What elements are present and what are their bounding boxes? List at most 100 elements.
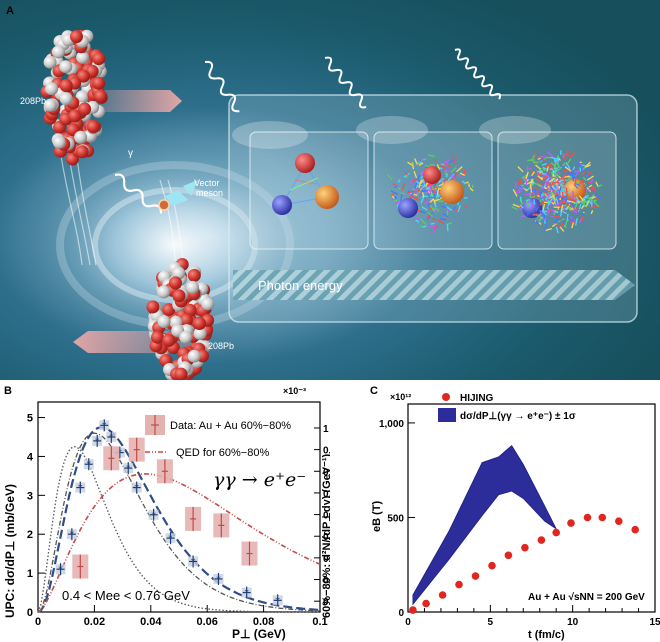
panel-b-ticks: 0 0.02 0.04 0.06 0.08 0.1 0 1 2 3 4 5 0.2 0.3 0.4 0.5 0.… xyxy=(27,413,330,628)
process-label: γγ → e⁺e⁻ xyxy=(213,469,306,491)
ytick-right-label: 1 xyxy=(323,424,329,435)
upc-data-point: * xyxy=(118,448,123,460)
xtick-label: 0 xyxy=(35,616,41,628)
panel-c-dots xyxy=(409,513,639,614)
xtick-label: 0.04 xyxy=(140,616,162,628)
hijing-point xyxy=(598,513,607,522)
photon-wave-low xyxy=(204,60,240,113)
upc-data-point: * xyxy=(102,420,107,432)
upc-data-point: * xyxy=(191,556,196,568)
upc-data-point: * xyxy=(276,595,281,607)
xtick-label: 0.06 xyxy=(196,616,217,628)
vector-meson-label-2: meson xyxy=(196,188,223,198)
ytick-right-label: 0.3 xyxy=(323,576,330,587)
upc-data-point: * xyxy=(151,510,156,522)
hijing-point xyxy=(631,525,639,534)
qed-curve xyxy=(37,473,321,613)
legend-hijing-label: HIJING xyxy=(460,393,494,404)
panel-c-xlabel: t (fm/c) xyxy=(528,629,565,641)
ytick-right-label: 0.2 xyxy=(323,597,330,608)
plot-frame-c xyxy=(407,403,656,613)
hijing-point xyxy=(504,551,513,560)
ytick-right-label: 0.9 xyxy=(323,446,330,457)
photon-wave-high xyxy=(454,48,502,100)
energy-box-low xyxy=(249,131,369,250)
photon-wave-mid xyxy=(324,56,367,109)
upc-data-point: * xyxy=(245,588,250,600)
legend-data-label: Data: Au + Au 60%−80% xyxy=(170,420,291,432)
c-xtick-label: 10 xyxy=(567,617,579,628)
hijing-point xyxy=(488,561,496,570)
nucleus-arrow-right xyxy=(95,90,182,112)
hijing-point xyxy=(615,517,623,525)
panel-a-illustration: A 208Pb 208Pb γ Vector meson xyxy=(0,0,660,380)
photon-energy-arrow xyxy=(233,270,635,300)
quark-cluster-low xyxy=(272,153,339,215)
c-xtick-label: 5 xyxy=(488,617,494,628)
panel-b-points: **************** xyxy=(55,419,283,607)
hijing-point xyxy=(438,591,447,599)
hijing-point xyxy=(583,513,592,522)
collision-label: Au + Au √sNN = 200 GeV xyxy=(528,592,645,603)
legend-band-marker xyxy=(438,408,456,422)
legend-band-label: dσ/dP⊥(γγ → e⁺e⁻) ± 1σ xyxy=(460,411,576,422)
ytick-right-label: 0.8 xyxy=(323,467,330,478)
panel-c-ylabel: eB (T) xyxy=(371,501,383,533)
upc-data-point: * xyxy=(126,463,131,475)
panel-b-ylabel-left: UPC: dσ/dP⊥ (mb/GeV) xyxy=(3,484,17,618)
ytick-right-label: 0.7 xyxy=(323,489,330,500)
pb-label-top: 208Pb xyxy=(20,96,46,106)
quark-cluster-mid xyxy=(386,153,474,233)
ytick-right-label: 0.4 xyxy=(323,554,330,565)
vector-meson xyxy=(158,199,170,211)
upc-data-point: * xyxy=(168,533,173,545)
panel-a-label: A xyxy=(6,5,14,17)
nucleus-streaks xyxy=(59,149,184,266)
legend-hijing-marker xyxy=(442,393,450,401)
ytick-left-label: 4 xyxy=(27,451,34,463)
upc-data-point: * xyxy=(216,574,221,586)
hijing-point xyxy=(455,580,463,589)
c-xtick-label: 0 xyxy=(405,617,411,628)
mass-range-label: 0.4 < Mee < 0.76 GeV xyxy=(62,588,190,603)
upc-fit-dotted xyxy=(37,446,320,613)
panel-c-band xyxy=(412,444,558,606)
upc-data-point: * xyxy=(58,564,63,576)
ytick-left-label: 5 xyxy=(27,413,33,425)
panel-b-xlabel: P⊥ (GeV) xyxy=(232,627,286,641)
plot-frame-b xyxy=(37,401,321,613)
upc-data-point: * xyxy=(78,483,83,495)
quark-cluster-high xyxy=(511,149,603,234)
c-ytick-label: 0 xyxy=(398,608,404,619)
panel-c-exponent: ×10¹² xyxy=(390,392,411,402)
panel-c-ticks: 0 5 10 15 0 500 1,000 xyxy=(379,419,660,628)
panel-b-ylabel-right: 60%−80%: d²N/(dP⊥dy) (GeV⁻¹) xyxy=(321,453,330,618)
panel-b-label: B xyxy=(4,385,12,397)
xtick-label: 0.1 xyxy=(312,616,327,628)
upc-data-point: * xyxy=(70,529,75,541)
hijing-point xyxy=(521,543,529,552)
hijing-point xyxy=(537,536,546,544)
c-ytick-label: 500 xyxy=(387,513,404,524)
lead-nucleus-bottom xyxy=(146,258,215,380)
ytick-left-label: 2 xyxy=(27,529,33,541)
hijing-point xyxy=(422,599,430,608)
xtick-label: 0.08 xyxy=(253,616,274,628)
lead-nucleus-top xyxy=(40,29,108,166)
right-axis-exponent: ×10⁻³ xyxy=(283,386,306,396)
upc-data-point: * xyxy=(87,459,92,471)
vector-meson-arrow xyxy=(165,190,188,206)
vector-meson-label-1: Vector xyxy=(194,178,220,188)
pb-label-bottom: 208Pb xyxy=(208,341,234,351)
upc-data-point: * xyxy=(135,483,140,495)
hijing-point xyxy=(471,572,480,580)
panel-c-label: C xyxy=(370,385,378,397)
field-strength-band xyxy=(412,444,558,606)
panel-b-chart: B 0 0.02 0.04 0.06 0.08 0.1 0 1 2 3 4 5 0.2 0.3 0.4 0.5… xyxy=(3,385,330,641)
upc-fit-dashdot xyxy=(37,432,321,613)
ytick-right-label: 0.5 xyxy=(323,532,330,543)
upc-data-point: * xyxy=(95,436,100,448)
photon-energy-label: Photon energy xyxy=(258,278,343,293)
ytick-left-label: 3 xyxy=(27,490,33,502)
